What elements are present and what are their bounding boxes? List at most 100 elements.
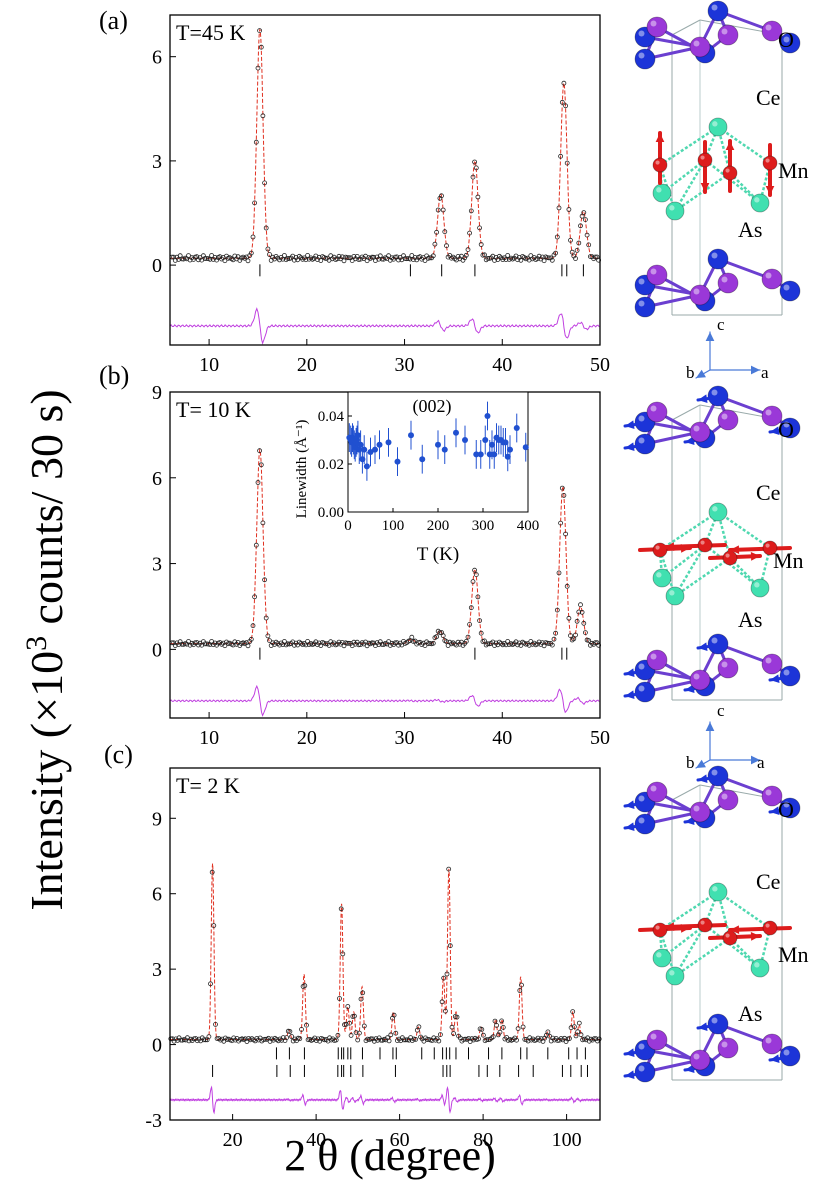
ce-atom-highlight (765, 409, 772, 416)
o-atom-highlight (711, 389, 718, 396)
mn-as-bond (661, 159, 706, 194)
observed-point (581, 210, 587, 216)
o-atom (634, 681, 656, 703)
crystal-structure-45K: O Ce Mn As c b a (634, 0, 809, 382)
y-tick-label: 0 (152, 1035, 162, 1057)
observed-point (440, 207, 446, 213)
inset-data-point (419, 456, 426, 463)
observed-point (596, 1036, 602, 1042)
observed-point (549, 642, 555, 648)
observed-point (434, 634, 440, 640)
o-atom (707, 633, 729, 655)
observed-point (576, 609, 582, 615)
observed-point (404, 256, 410, 262)
observed-point (304, 1022, 309, 1028)
observed-point (551, 636, 557, 642)
mn-moment-arrow (728, 926, 792, 932)
observed-point (449, 1024, 455, 1030)
linewidth-inset: 0 100 200 300 400 0.00 0.02 0.04 (002) T (K) Li… (294, 391, 539, 565)
observed-point (477, 618, 483, 623)
mn-atom (697, 152, 713, 168)
o-atom (707, 1013, 729, 1035)
y-tick-label: 3 (152, 959, 162, 981)
observed-point (267, 638, 272, 643)
observed-point (432, 241, 438, 247)
inset-data-point (441, 446, 448, 453)
observed-point (500, 1025, 506, 1030)
observed-point (435, 207, 441, 213)
observed-point (393, 1030, 399, 1036)
observed-point (574, 247, 580, 253)
mn-moment-arrow-head (730, 545, 740, 555)
ce-atom (761, 268, 783, 290)
observed-point (574, 618, 580, 624)
observed-point (351, 1013, 357, 1019)
as-atom-highlight (712, 886, 718, 892)
observed-point (515, 1026, 521, 1031)
observed-point (338, 906, 344, 912)
observed-point (302, 983, 308, 989)
observed-point (442, 1008, 448, 1014)
observed-point (566, 615, 572, 621)
observed-point (369, 640, 375, 646)
panel-c-label: (c) (104, 740, 133, 769)
label-O: O (778, 27, 794, 52)
mn-moment-arrow-head (730, 925, 740, 935)
observed-point (401, 1037, 407, 1043)
o-atom-highlight (711, 4, 718, 11)
as-atom (750, 958, 770, 978)
inset-title: (002) (413, 396, 452, 417)
observed-point (369, 254, 375, 260)
observed-point (245, 643, 251, 649)
ce-atom (761, 405, 783, 427)
as-atom-highlight (712, 506, 718, 512)
observed-point (503, 257, 509, 262)
observed-point (356, 257, 362, 262)
label-As: As (738, 1001, 762, 1026)
inset-data-point (482, 437, 489, 443)
o-atom (779, 280, 801, 302)
observed-point (204, 641, 210, 647)
ce-atom (717, 789, 739, 811)
o-atom (779, 797, 801, 819)
as-atom-highlight (712, 121, 718, 127)
observed-point (348, 1033, 354, 1038)
observed-point (222, 258, 228, 264)
o-moment-arrow-head (698, 642, 708, 652)
observed-point (265, 246, 271, 252)
as-atom (665, 201, 685, 221)
observed-point (476, 1036, 481, 1042)
ce-atom (689, 36, 711, 58)
observed-point (451, 1031, 457, 1036)
ce-atom (761, 1033, 783, 1055)
observed-point (289, 1034, 295, 1039)
observed-point (202, 256, 208, 261)
observed-point (409, 634, 415, 640)
observed-point (564, 160, 570, 166)
observed-point (556, 570, 562, 576)
ce-atom-highlight (693, 805, 700, 812)
observed-point (386, 1038, 392, 1044)
observed-point (444, 243, 449, 249)
o-atom-highlight (711, 769, 718, 776)
observed-point (479, 1027, 485, 1032)
label-O: O (778, 797, 794, 822)
observed-point (206, 1034, 212, 1039)
unit-cell-edge (671, 19, 701, 36)
inset-data-point (408, 432, 414, 439)
mn-as-bond (674, 171, 731, 213)
o-atom-highlight (783, 1049, 790, 1056)
observed-point (209, 869, 215, 875)
observed-point (265, 633, 271, 639)
observed-point (468, 208, 474, 214)
observed-point (519, 982, 524, 988)
axis-label-a: a (757, 753, 765, 772)
observed-point (168, 1036, 174, 1042)
observed-point (211, 923, 217, 928)
observed-point (518, 257, 524, 263)
mn-moment-arrow-head (655, 133, 665, 143)
o-atom (779, 32, 801, 54)
o-atom-highlight (783, 284, 790, 291)
o-atom (634, 48, 656, 70)
ce-atom (689, 1049, 711, 1071)
